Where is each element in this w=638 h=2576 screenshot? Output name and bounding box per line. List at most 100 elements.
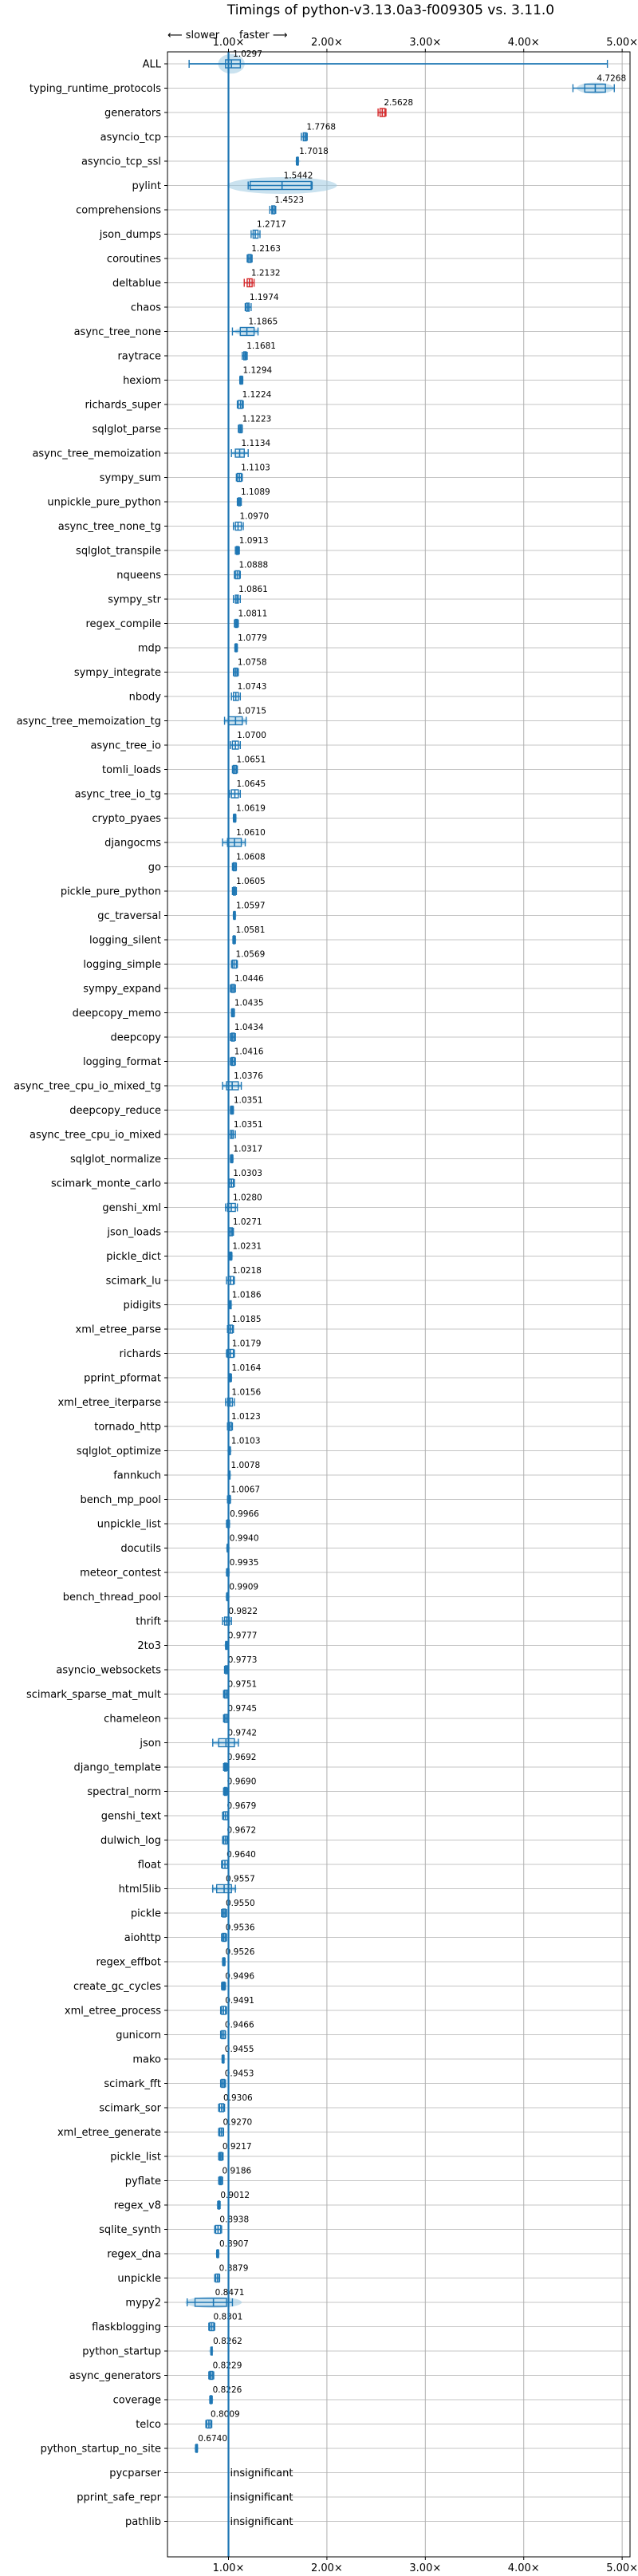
value-label: 1.0651 bbox=[237, 755, 266, 765]
x-tick-label-top: 3.00× bbox=[409, 37, 441, 49]
value-label: 1.0280 bbox=[233, 1193, 262, 1203]
category-label: spectral_norm bbox=[87, 1786, 161, 1798]
value-label: 1.0610 bbox=[236, 828, 266, 838]
category-label: sqlglot_transpile bbox=[76, 546, 161, 558]
category-label: create_gc_cycles bbox=[73, 1981, 161, 1993]
value-label: 1.5442 bbox=[284, 172, 313, 181]
value-label: 0.9550 bbox=[226, 1899, 255, 1908]
category-label: pathlib bbox=[125, 2516, 161, 2528]
value-label: 1.0103 bbox=[231, 1437, 261, 1446]
category-label: float bbox=[138, 1860, 161, 1872]
value-label: 0.8879 bbox=[219, 2264, 249, 2274]
value-label: 1.0123 bbox=[231, 1412, 261, 1422]
value-label: 0.9679 bbox=[227, 1801, 257, 1811]
value-label: 0.9557 bbox=[226, 1875, 255, 1884]
category-label: fannkuch bbox=[113, 1470, 161, 1482]
value-label: 1.0351 bbox=[234, 1120, 263, 1130]
category-label: json_loads bbox=[106, 1227, 161, 1239]
category-label: richards bbox=[120, 1348, 162, 1360]
category-label: pidigits bbox=[124, 1300, 162, 1312]
category-label: async_tree_memoization bbox=[32, 448, 161, 460]
category-label: sympy_integrate bbox=[74, 667, 161, 679]
value-label: 1.2132 bbox=[251, 269, 281, 278]
value-label: 1.4523 bbox=[274, 195, 304, 205]
value-label: 0.8009 bbox=[211, 2410, 240, 2420]
value-label: 0.9217 bbox=[223, 2142, 252, 2152]
value-label: 0.9306 bbox=[223, 2093, 253, 2103]
value-label: 1.0758 bbox=[238, 658, 267, 668]
category-label: chaos bbox=[131, 302, 161, 314]
value-label: 1.0218 bbox=[232, 1266, 262, 1276]
category-label: async_tree_io_tg bbox=[75, 789, 161, 801]
category-label: async_tree_cpu_io_mixed bbox=[30, 1130, 161, 1142]
value-label: 0.6740 bbox=[198, 2434, 227, 2444]
value-label: 1.0645 bbox=[236, 779, 266, 789]
category-label: richards_super bbox=[85, 400, 161, 412]
value-label: 0.9692 bbox=[227, 1753, 257, 1762]
category-label: djangocms bbox=[104, 838, 161, 850]
category-label: tornado_http bbox=[94, 1422, 161, 1434]
value-label: 1.0446 bbox=[234, 974, 264, 984]
category-label: sqlglot_optimize bbox=[77, 1446, 161, 1458]
category-label: regex_v8 bbox=[114, 2200, 161, 2212]
value-label: 1.7018 bbox=[299, 147, 329, 156]
category-label: ALL bbox=[143, 59, 162, 71]
value-label: 1.1865 bbox=[249, 318, 278, 327]
category-label: deepcopy_reduce bbox=[69, 1105, 161, 1117]
value-label: 0.8471 bbox=[215, 2288, 245, 2298]
category-label: hexiom bbox=[123, 375, 161, 387]
value-label: 1.2717 bbox=[257, 220, 286, 230]
category-label: genshi_xml bbox=[102, 1202, 161, 1214]
x-tick-label-top: 2.00× bbox=[311, 37, 343, 49]
value-label: 0.9745 bbox=[227, 1704, 257, 1714]
value-label: 0.9466 bbox=[225, 2021, 254, 2030]
category-label: mypy2 bbox=[125, 2298, 161, 2310]
category-label: json bbox=[139, 1738, 161, 1750]
value-label: 0.8938 bbox=[219, 2215, 249, 2225]
value-label: 2.5628 bbox=[384, 98, 413, 108]
value-label: 0.9672 bbox=[226, 1826, 256, 1836]
category-label: gc_traversal bbox=[97, 910, 161, 922]
value-label: 1.0231 bbox=[232, 1242, 262, 1252]
value-label: 1.0597 bbox=[236, 901, 266, 911]
category-label: python_startup_no_site bbox=[41, 2444, 161, 2456]
value-label: 1.0861 bbox=[238, 585, 268, 594]
category-label: async_tree_cpu_io_mixed_tg bbox=[14, 1081, 161, 1093]
category-label: pylint bbox=[132, 180, 161, 192]
category-label: deepcopy bbox=[110, 1032, 161, 1044]
value-label: 1.0317 bbox=[233, 1145, 262, 1154]
category-label: scimark_sor bbox=[99, 2103, 161, 2115]
value-label: 0.9822 bbox=[228, 1607, 258, 1616]
category-label: deepcopy_memo bbox=[73, 1008, 161, 1020]
category-label: async_generators bbox=[69, 2370, 162, 2382]
box-iqr bbox=[194, 2298, 227, 2307]
value-label: 0.9270 bbox=[223, 2118, 253, 2128]
value-label: 1.1224 bbox=[242, 390, 272, 400]
category-label: go bbox=[148, 862, 161, 874]
value-label: 0.9966 bbox=[230, 1509, 259, 1519]
value-label: 1.1294 bbox=[242, 366, 272, 376]
value-label: 1.0434 bbox=[234, 1023, 264, 1032]
value-label: 1.1681 bbox=[246, 341, 276, 351]
value-label: 1.1089 bbox=[241, 487, 270, 497]
value-label: 1.0743 bbox=[238, 682, 267, 692]
category-label: bench_mp_pool bbox=[80, 1494, 161, 1506]
category-label: gunicorn bbox=[116, 2030, 161, 2041]
category-label: regex_effbot bbox=[96, 1957, 161, 1969]
category-label: pickle_pure_python bbox=[61, 886, 161, 898]
chart-title: Timings of python-v3.13.0a3-f009305 vs. … bbox=[226, 2, 554, 18]
category-label: unpickle bbox=[117, 2273, 161, 2285]
x-tick-label-bottom: 2.00× bbox=[311, 2562, 343, 2574]
value-label: 0.9526 bbox=[226, 1947, 255, 1957]
category-label: async_tree_none bbox=[74, 326, 161, 338]
value-label: 0.9536 bbox=[226, 1923, 255, 1933]
category-label: deltablue bbox=[112, 278, 161, 290]
category-label: typing_runtime_protocols bbox=[30, 83, 161, 95]
value-label: 1.0067 bbox=[230, 1485, 260, 1495]
category-label: 2to3 bbox=[137, 1640, 161, 1652]
value-label: 1.0435 bbox=[234, 999, 264, 1008]
category-label: asyncio_tcp_ssl bbox=[81, 156, 161, 168]
value-label: 0.9496 bbox=[225, 1972, 254, 1982]
x-tick-label-top: 4.00× bbox=[508, 37, 540, 49]
category-label: regex_compile bbox=[85, 618, 161, 630]
